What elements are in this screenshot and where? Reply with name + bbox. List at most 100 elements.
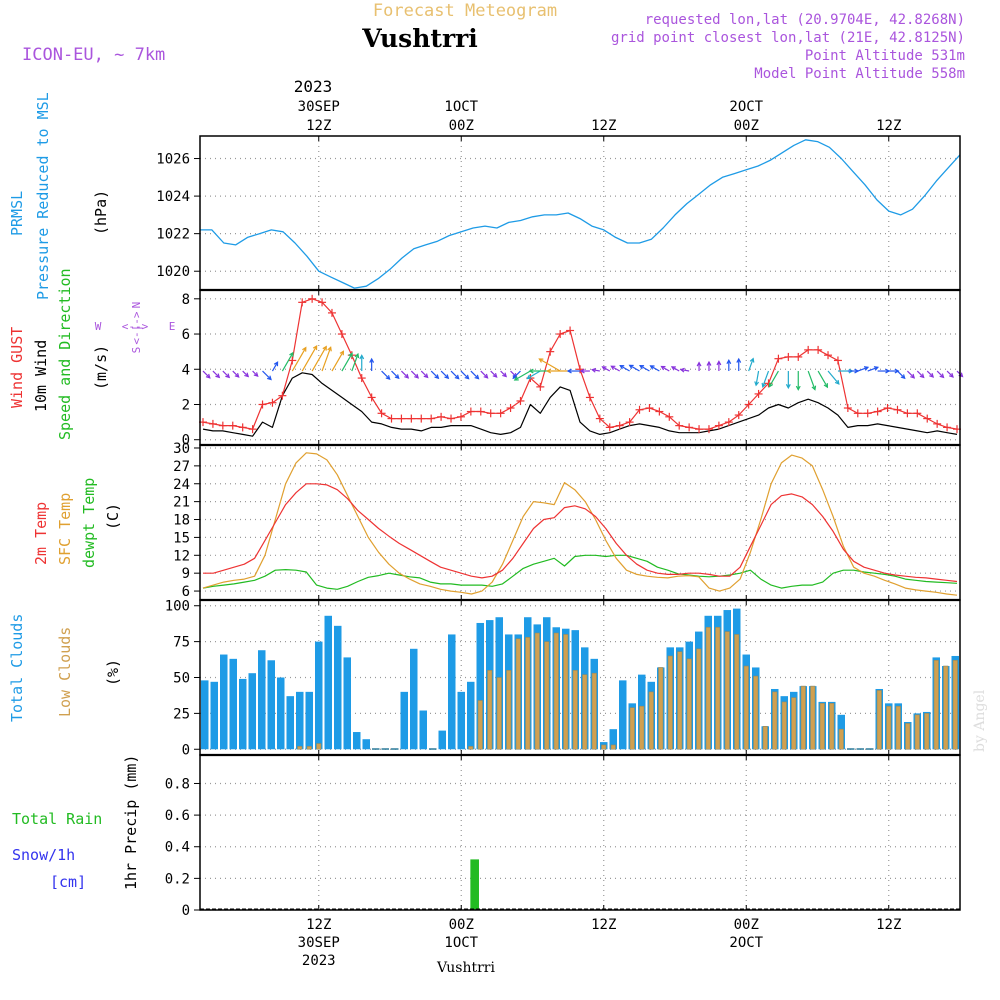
arrow-shaft	[512, 370, 521, 379]
arrow-shaft	[827, 370, 840, 385]
y-tick-label: 30	[173, 441, 190, 457]
wind-direction-arrow	[526, 370, 541, 380]
wind-direction-arrow	[926, 370, 935, 378]
wind-gust-marker	[754, 389, 763, 398]
arrow-shaft	[430, 370, 439, 379]
y-tick-label: 27	[173, 459, 190, 475]
arrow-shaft	[527, 370, 541, 380]
arrow-head	[785, 384, 791, 390]
y-tick-label: 9	[182, 566, 190, 582]
wind-direction-arrow	[795, 371, 801, 391]
wind-gust-marker	[288, 356, 297, 365]
time-label-bottom: 2023	[302, 953, 336, 969]
wind-gust-marker	[695, 425, 704, 434]
wind-gust-marker	[576, 365, 584, 374]
wind-gust-marker	[913, 409, 922, 418]
wind-gust-marker	[873, 407, 882, 416]
arrow-head	[949, 372, 954, 378]
arrow-head	[696, 361, 702, 367]
arrow-head	[726, 358, 732, 365]
total-cloud-bar	[372, 748, 380, 750]
arrow-shaft	[321, 347, 332, 372]
y-tick-label: 15	[173, 530, 190, 546]
low-cloud-bar	[791, 697, 797, 750]
arrow-head	[795, 385, 801, 391]
wind-direction-arrow	[341, 352, 353, 372]
low-cloud-bar	[544, 641, 550, 750]
total-cloud-bar	[220, 654, 228, 750]
wind-direction-arrow	[381, 370, 391, 380]
time-label-bottom: 00Z	[734, 917, 759, 933]
pressure-line	[200, 139, 961, 289]
arrow-shaft	[341, 353, 353, 372]
arrow-head	[444, 374, 450, 380]
wind-direction-arrow	[696, 361, 702, 372]
wind-gust-marker	[903, 409, 912, 418]
wind-direction-arrow	[716, 360, 722, 372]
wind-gust-marker	[625, 418, 634, 427]
wind-gust-marker	[645, 404, 654, 413]
low-cloud-bar	[715, 626, 721, 750]
wind-direction-arrow	[212, 370, 221, 379]
dewpt-temp-line	[202, 554, 958, 590]
arrow-shaft	[460, 370, 470, 380]
wind-gust-marker	[833, 356, 842, 365]
total-cloud-bar	[419, 710, 427, 750]
arrow-shaft	[281, 352, 294, 372]
wind-direction-arrow	[400, 370, 410, 379]
snow-unit-label: [cm]	[50, 873, 86, 891]
wind-direction-arrow	[301, 344, 318, 372]
wind-gust-marker	[417, 414, 426, 423]
wind-gust-marker	[516, 396, 525, 405]
arrow-head	[823, 383, 829, 389]
y-tick-label: 2	[182, 397, 190, 413]
arrow-shaft	[381, 370, 391, 380]
arrow-shaft	[331, 350, 344, 372]
wind-direction-arrow	[331, 350, 344, 372]
arrow-head	[706, 360, 712, 366]
arrow-shaft	[857, 366, 869, 372]
wind-gust-marker	[397, 414, 406, 423]
wind-direction-arrow	[916, 370, 925, 379]
wind-direction-arrow	[410, 370, 420, 379]
wind-direction-arrow	[946, 370, 954, 378]
low-cloud-bar	[829, 703, 835, 750]
arrow-shaft	[242, 370, 249, 377]
grid-layer	[200, 136, 960, 911]
wind-direction-arrow	[936, 370, 945, 379]
arrow-head	[225, 373, 231, 379]
wind-gust-marker	[774, 354, 783, 363]
arrow-head	[749, 357, 755, 363]
snow-label: Snow/1h	[12, 846, 75, 864]
wind-direction-arrow	[321, 346, 332, 372]
arrow-head	[404, 373, 410, 379]
total-cloud-bar	[296, 691, 304, 750]
arrow-shaft	[539, 358, 561, 372]
panel-frame-temp	[199, 444, 961, 601]
total-cloud-bar	[362, 739, 370, 750]
wind-direction-arrow	[660, 365, 670, 372]
arrow-shaft	[611, 365, 620, 372]
low-cloud-bar	[658, 667, 664, 750]
wind-gust-marker	[893, 405, 902, 414]
low-cloud-bar	[667, 655, 673, 750]
wind-labels: Wind GUST 10m Wind Speed and Direction (…	[8, 268, 175, 440]
arrow-shaft	[768, 370, 779, 387]
wind-gust-marker	[387, 414, 396, 423]
wind-gust-marker	[308, 294, 317, 303]
temp-unit: (C)	[104, 503, 122, 530]
wind-direction-arrow	[670, 366, 680, 372]
rain-bar	[470, 859, 479, 910]
location-title: Vushtrri	[361, 24, 478, 53]
low-cloud-bar	[762, 725, 768, 750]
wind-direction-arrow	[785, 371, 791, 390]
arrow-shaft	[291, 347, 307, 372]
wind-direction-arrow	[271, 361, 279, 372]
arrow-head	[566, 368, 572, 374]
wind-direction-arrow	[430, 370, 440, 380]
wind-gust-marker	[685, 423, 694, 432]
wind-gust-marker	[556, 330, 565, 339]
top-year-label: 2023	[294, 77, 333, 96]
total-rain-label: Total Rain	[12, 810, 102, 828]
low-cloud-bar	[477, 700, 483, 750]
